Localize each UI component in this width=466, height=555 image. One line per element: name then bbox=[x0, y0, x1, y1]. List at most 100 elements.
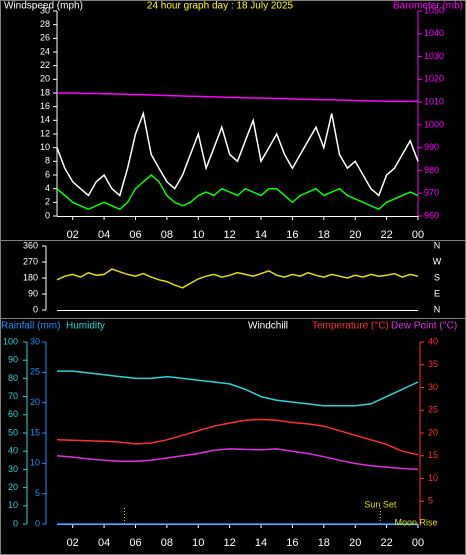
series-line bbox=[56, 448, 419, 471]
y2-tick-label: W bbox=[433, 256, 442, 266]
y-tick-label: 80 bbox=[8, 373, 18, 383]
y-tick-label: 16 bbox=[40, 101, 50, 111]
x-tick-label: 22 bbox=[380, 229, 392, 241]
y2-tick-label: 1040 bbox=[424, 28, 444, 38]
y-tick-label: 18 bbox=[40, 87, 50, 97]
y-tick-label: 0 bbox=[33, 304, 38, 314]
y-tick-label: 12 bbox=[40, 128, 50, 138]
x-tick-label: 08 bbox=[161, 537, 173, 549]
x-tick-label: 12 bbox=[224, 537, 236, 549]
windchill-label: Windchill bbox=[248, 321, 288, 332]
barometer-axis-label: Barometer (mb) bbox=[393, 1, 463, 12]
y2-tick-label: 1050 bbox=[424, 5, 444, 15]
y-tick-label: 20 bbox=[8, 482, 18, 492]
series-line bbox=[56, 418, 419, 456]
x-tick-label: 16 bbox=[286, 537, 298, 549]
y2-tick-label: 1030 bbox=[424, 51, 444, 61]
y2-tick-label: E bbox=[434, 288, 440, 298]
series-line bbox=[56, 110, 419, 197]
dewpoint-label: Dew Point (°C) bbox=[391, 321, 457, 332]
y-tick-label: 50 bbox=[8, 427, 18, 437]
y-tick-label: 30 bbox=[8, 464, 18, 474]
x-tick-label: 10 bbox=[192, 537, 204, 549]
y3-tick-label: 10 bbox=[30, 458, 40, 468]
x-tick-label: 00 bbox=[412, 229, 424, 241]
x-tick-label: 12 bbox=[224, 229, 236, 241]
y-tick-label: 4 bbox=[45, 183, 50, 193]
y2-tick-label: 5 bbox=[428, 496, 433, 506]
x-tick-label: 20 bbox=[349, 537, 361, 549]
y-tick-label: 10 bbox=[40, 142, 50, 152]
y-tick-label: 100 bbox=[3, 336, 18, 346]
humidity-label: Humidity bbox=[66, 321, 105, 332]
y2-tick-label: 35 bbox=[428, 359, 438, 369]
y-tick-label: 2 bbox=[45, 197, 50, 207]
y2-tick-label: N bbox=[434, 304, 441, 314]
y-tick-label: 70 bbox=[8, 391, 18, 401]
y3-tick-label: 20 bbox=[30, 397, 40, 407]
y-tick-label: 20 bbox=[40, 74, 50, 84]
x-tick-label: 22 bbox=[380, 537, 392, 549]
rain-label: Rainfall (mm) bbox=[1, 321, 60, 332]
y-tick-label: 22 bbox=[40, 60, 50, 70]
y-tick-label: 28 bbox=[40, 19, 50, 29]
y-tick-label: 30 bbox=[40, 5, 50, 15]
y-tick-label: 10 bbox=[8, 500, 18, 510]
series-line bbox=[56, 174, 419, 211]
y2-tick-label: 990 bbox=[424, 142, 439, 152]
annotation: Sun Set bbox=[364, 499, 397, 509]
chart-title: 24 hour graph day : 18 July 2025 bbox=[147, 1, 294, 12]
y2-tick-label: 25 bbox=[428, 405, 438, 415]
x-tick-label: 18 bbox=[318, 537, 330, 549]
x-tick-label: 18 bbox=[318, 229, 330, 241]
y-tick-label: 90 bbox=[28, 288, 38, 298]
y-tick-label: 180 bbox=[23, 272, 38, 282]
y-tick-label: 0 bbox=[45, 210, 50, 220]
x-tick-label: 10 bbox=[192, 229, 204, 241]
x-tick-label: 04 bbox=[98, 537, 110, 549]
y2-tick-label: 40 bbox=[428, 336, 438, 346]
y3-tick-label: 25 bbox=[30, 367, 40, 377]
y2-tick-label: 1010 bbox=[424, 96, 444, 106]
y-tick-label: 8 bbox=[45, 156, 50, 166]
y2-tick-label: 10 bbox=[428, 473, 438, 483]
x-tick-label: 06 bbox=[129, 229, 141, 241]
wind-axis-label: Windspeed (mph) bbox=[4, 1, 83, 12]
x-tick-label: 06 bbox=[129, 537, 141, 549]
y3-tick-label: 15 bbox=[30, 427, 40, 437]
x-tick-label: 14 bbox=[255, 537, 267, 549]
y2-tick-label: 1000 bbox=[424, 119, 444, 129]
y-tick-label: 360 bbox=[23, 240, 38, 250]
y3-tick-label: 30 bbox=[30, 336, 40, 346]
y2-tick-label: S bbox=[434, 272, 440, 282]
y-tick-label: 40 bbox=[8, 446, 18, 456]
y2-tick-label: 1020 bbox=[424, 74, 444, 84]
x-tick-label: 02 bbox=[67, 537, 79, 549]
annotation: Moon Rise bbox=[394, 517, 437, 527]
y2-tick-label: N bbox=[434, 240, 441, 250]
x-tick-label: 02 bbox=[67, 229, 79, 241]
x-tick-label: 16 bbox=[286, 229, 298, 241]
y-tick-label: 60 bbox=[8, 409, 18, 419]
y-tick-label: 6 bbox=[45, 169, 50, 179]
y3-tick-label: 5 bbox=[35, 488, 40, 498]
x-tick-label: 08 bbox=[161, 229, 173, 241]
series-line bbox=[57, 370, 419, 407]
y2-tick-label: 980 bbox=[424, 165, 439, 175]
y2-tick-label: 20 bbox=[428, 427, 438, 437]
y-tick-label: 24 bbox=[40, 46, 50, 56]
y2-tick-label: 15 bbox=[428, 450, 438, 460]
y2-tick-label: 30 bbox=[428, 382, 438, 392]
y2-tick-label: 960 bbox=[424, 210, 439, 220]
temperature-label: Temperature (°C) bbox=[312, 321, 389, 332]
x-tick-label: 04 bbox=[98, 229, 110, 241]
y-tick-label: 90 bbox=[8, 355, 18, 365]
series-line bbox=[56, 268, 419, 289]
y3-tick-label: 0 bbox=[35, 518, 40, 528]
y2-tick-label: 970 bbox=[424, 188, 439, 198]
y-tick-label: 270 bbox=[23, 256, 38, 266]
x-tick-label: 00 bbox=[412, 537, 424, 549]
x-tick-label: 14 bbox=[255, 229, 267, 241]
